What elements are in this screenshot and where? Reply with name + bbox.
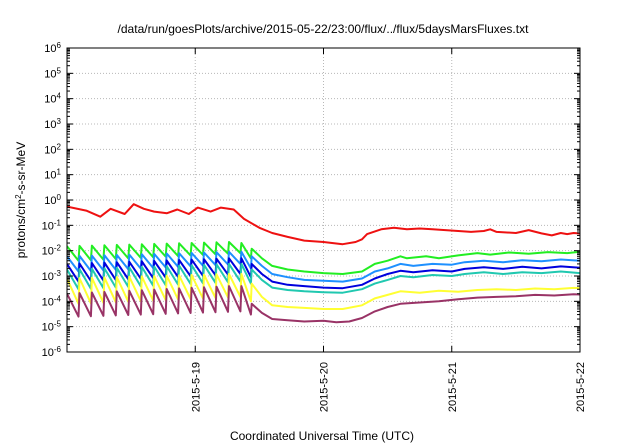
y-tick-label: 10-6 bbox=[42, 345, 62, 360]
y-tick-exponent: 2 bbox=[57, 142, 62, 151]
y-tick-exponent: -3 bbox=[54, 269, 62, 278]
series-group bbox=[67, 203, 580, 324]
y-tick-label: 104 bbox=[44, 91, 61, 106]
y-tick-exponent: 0 bbox=[57, 193, 62, 202]
y-tick-label: 10-3 bbox=[42, 269, 62, 284]
y-tick-label: 106 bbox=[44, 41, 61, 56]
y-tick-base: 10 bbox=[44, 119, 56, 131]
y-tick-exponent: 4 bbox=[57, 91, 62, 100]
y-axis-label: protons/cm2-s-sr-MeV bbox=[14, 142, 29, 258]
y-axis-label-suffix: -s-sr-MeV bbox=[14, 142, 28, 195]
y-tick-base: 10 bbox=[42, 347, 54, 359]
y-tick-label: 10-5 bbox=[42, 319, 62, 334]
y-tick-label: 103 bbox=[44, 117, 61, 132]
y-tick-base: 10 bbox=[44, 195, 56, 207]
y-tick-base: 10 bbox=[42, 246, 54, 258]
y-tick-exponent: 5 bbox=[57, 66, 62, 75]
series-line-7 bbox=[67, 285, 580, 324]
y-tick-base: 10 bbox=[42, 296, 54, 308]
x-tick-label: 2015-5-21 bbox=[447, 362, 459, 412]
y-tick-base: 10 bbox=[44, 94, 56, 106]
x-tick-label: 2015-5-22 bbox=[575, 362, 587, 412]
y-tick-label: 10-2 bbox=[42, 243, 62, 258]
y-tick-exponent: -4 bbox=[54, 294, 62, 303]
y-axis-label-prefix: protons/cm bbox=[14, 199, 28, 258]
axis-ticks: 10-610-510-410-310-210-11001011021031041… bbox=[42, 41, 587, 413]
grid bbox=[67, 48, 581, 352]
y-tick-base: 10 bbox=[44, 144, 56, 156]
y-tick-base: 10 bbox=[42, 322, 54, 334]
y-tick-label: 10-4 bbox=[42, 294, 62, 309]
chart-title: /data/run/goesPlots/archive/2015-05-22/2… bbox=[118, 22, 530, 36]
y-tick-exponent: -2 bbox=[54, 243, 62, 252]
y-axis-label-sup: 2 bbox=[14, 194, 23, 199]
x-tick-label: 2015-5-20 bbox=[319, 362, 331, 412]
y-tick-exponent: -6 bbox=[54, 345, 62, 354]
series-line-1 bbox=[67, 203, 580, 246]
y-tick-base: 10 bbox=[44, 43, 56, 55]
y-tick-exponent: -1 bbox=[54, 218, 62, 227]
y-tick-label: 100 bbox=[44, 193, 61, 208]
y-tick-base: 10 bbox=[44, 170, 56, 182]
y-tick-base: 10 bbox=[42, 271, 54, 283]
y-tick-exponent: 1 bbox=[57, 167, 62, 176]
y-axis-label-group: protons/cm2-s-sr-MeV bbox=[14, 142, 29, 258]
y-tick-exponent: -5 bbox=[54, 319, 62, 328]
y-tick-base: 10 bbox=[44, 68, 56, 80]
y-tick-label: 101 bbox=[44, 167, 61, 182]
y-tick-label: 102 bbox=[44, 142, 61, 157]
y-tick-base: 10 bbox=[42, 220, 54, 232]
y-tick-label: 10-1 bbox=[42, 218, 62, 233]
y-tick-exponent: 6 bbox=[57, 41, 62, 50]
y-tick-exponent: 3 bbox=[57, 117, 62, 126]
y-tick-label: 105 bbox=[44, 66, 61, 81]
x-tick-label: 2015-5-19 bbox=[190, 362, 202, 412]
series-line-6 bbox=[67, 273, 580, 310]
x-axis-label: Coordinated Universal Time (UTC) bbox=[230, 429, 414, 443]
